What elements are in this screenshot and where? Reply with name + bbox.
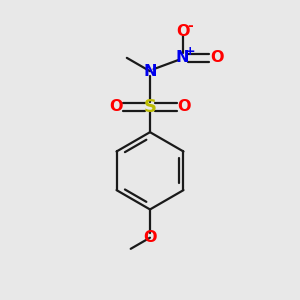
Text: +: + [185,45,195,58]
Text: O: O [143,230,157,245]
Text: O: O [110,99,123,114]
Text: N: N [143,64,157,79]
Text: -: - [187,19,193,33]
Text: O: O [177,99,190,114]
Text: N: N [176,50,189,65]
Text: O: O [176,24,189,39]
Text: O: O [210,50,224,65]
Text: S: S [143,98,157,116]
